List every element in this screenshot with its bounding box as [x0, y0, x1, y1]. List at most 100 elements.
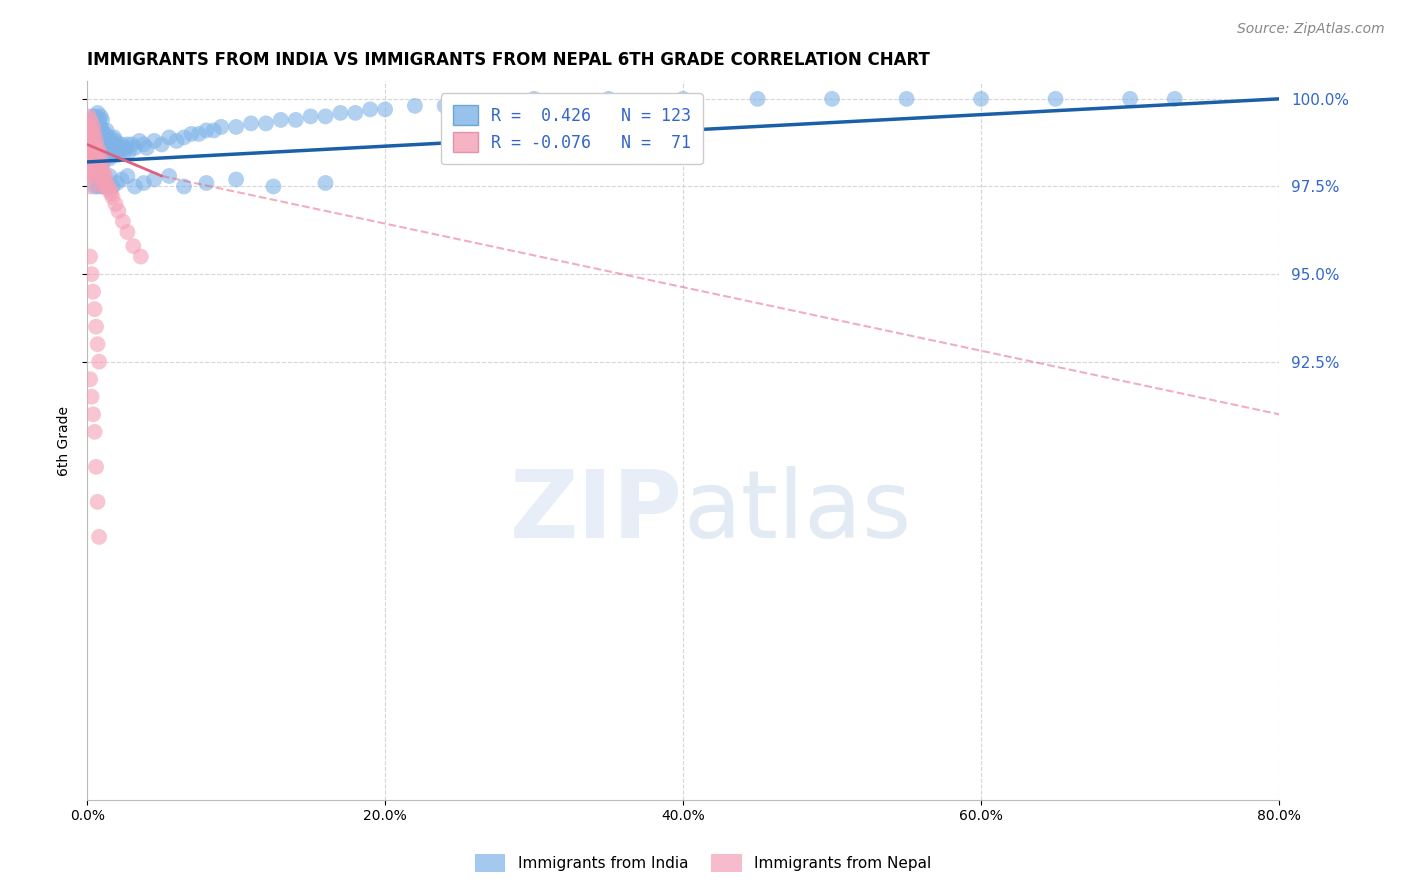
Point [94, 179, 117, 194]
Point [100, 134, 122, 148]
Point [104, 197, 127, 211]
Point [359, 103, 381, 117]
Point [132, 137, 155, 152]
Point [84, 120, 107, 134]
Point [86, 179, 108, 194]
Point [344, 106, 367, 120]
Point [82, 123, 104, 137]
Point [79, 123, 101, 137]
Point [93, 137, 115, 152]
Point [84, 109, 107, 123]
Point [90, 120, 112, 134]
Point [86, 152, 108, 166]
Point [98, 130, 121, 145]
Point [82, 285, 104, 299]
Point [86, 495, 108, 509]
Point [225, 120, 247, 134]
Point [83, 425, 105, 439]
Point [80, 127, 103, 141]
Point [86, 152, 108, 166]
Point [83, 158, 105, 172]
Point [117, 169, 139, 183]
Point [94, 169, 117, 183]
Point [83, 137, 105, 152]
Point [101, 179, 124, 194]
Point [135, 141, 157, 155]
Point [86, 161, 108, 176]
Text: IMMIGRANTS FROM INDIA VS IMMIGRANTS FROM NEPAL 6TH GRADE CORRELATION CHART: IMMIGRANTS FROM INDIA VS IMMIGRANTS FROM… [87, 51, 929, 69]
Point [87, 127, 110, 141]
Point [101, 137, 124, 152]
Point [87, 155, 110, 169]
Legend: Immigrants from India, Immigrants from Nepal: Immigrants from India, Immigrants from N… [467, 846, 939, 880]
Point [79, 155, 101, 169]
Point [105, 176, 128, 190]
Point [115, 141, 138, 155]
Point [598, 92, 620, 106]
Point [101, 148, 124, 162]
Point [523, 92, 546, 106]
Point [79, 372, 101, 386]
Point [105, 148, 128, 162]
Point [79, 134, 101, 148]
Point [98, 152, 121, 166]
Point [83, 127, 105, 141]
Point [100, 186, 122, 201]
Point [80, 390, 103, 404]
Point [80, 158, 103, 172]
Point [91, 158, 114, 172]
Point [94, 127, 117, 141]
Point [107, 204, 129, 219]
Point [122, 239, 145, 253]
Point [821, 92, 844, 106]
Point [107, 141, 129, 155]
Point [104, 134, 127, 148]
Point [404, 99, 426, 113]
Point [93, 127, 115, 141]
Point [747, 92, 769, 106]
Point [262, 179, 284, 194]
Point [329, 106, 352, 120]
Point [82, 141, 104, 155]
Point [77, 145, 100, 159]
Point [96, 123, 118, 137]
Point [84, 459, 107, 474]
Point [82, 120, 104, 134]
Point [112, 145, 135, 159]
Point [98, 169, 121, 183]
Point [105, 137, 128, 152]
Point [87, 354, 110, 368]
Point [84, 165, 107, 179]
Point [87, 112, 110, 127]
Point [84, 134, 107, 148]
Point [91, 179, 114, 194]
Point [83, 148, 105, 162]
Point [132, 176, 155, 190]
Point [98, 183, 121, 197]
Point [91, 158, 114, 172]
Point [91, 169, 114, 183]
Point [970, 92, 993, 106]
Point [79, 165, 101, 179]
Point [87, 530, 110, 544]
Point [93, 165, 115, 179]
Point [166, 134, 188, 148]
Point [80, 148, 103, 162]
Point [83, 169, 105, 183]
Point [202, 123, 225, 137]
Point [315, 109, 337, 123]
Point [157, 130, 180, 145]
Point [100, 145, 122, 159]
Point [82, 130, 104, 145]
Point [118, 145, 141, 159]
Legend: R =  0.426   N = 123, R = -0.076   N =  71: R = 0.426 N = 123, R = -0.076 N = 71 [441, 94, 703, 164]
Point [91, 179, 114, 194]
Point [374, 103, 396, 117]
Point [94, 179, 117, 194]
Point [93, 148, 115, 162]
Point [96, 145, 118, 159]
Point [209, 120, 232, 134]
Point [91, 123, 114, 137]
Point [80, 267, 103, 281]
Point [80, 137, 103, 152]
